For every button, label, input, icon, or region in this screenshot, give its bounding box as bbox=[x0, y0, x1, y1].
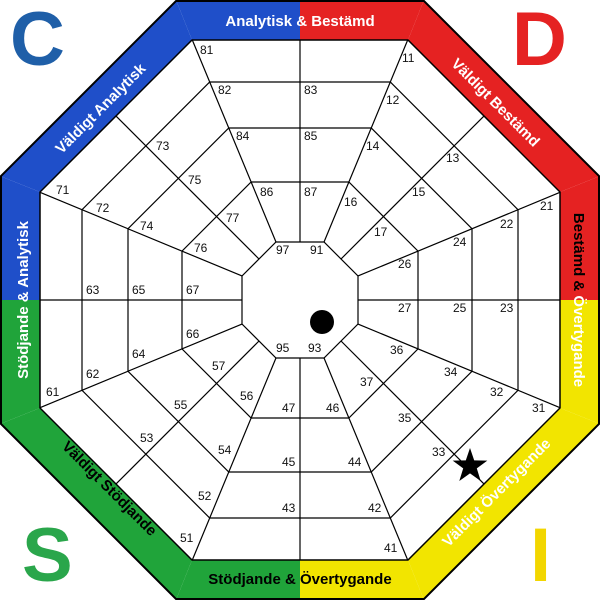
cell-57: 57 bbox=[212, 359, 226, 373]
cell-87: 87 bbox=[304, 185, 318, 199]
grid-radial-mid-3 bbox=[340, 340, 485, 485]
grid-radial-corner-0 bbox=[191, 39, 277, 243]
cell-77: 77 bbox=[226, 211, 240, 225]
cell-27: 27 bbox=[398, 301, 412, 315]
label-top: Analytisk & Bestämd bbox=[225, 13, 374, 30]
cell-85: 85 bbox=[304, 129, 318, 143]
cell-26: 26 bbox=[398, 257, 412, 271]
cell-31: 31 bbox=[532, 401, 546, 415]
cell-54: 54 bbox=[218, 443, 232, 457]
cell-82: 82 bbox=[218, 83, 232, 97]
cell-65: 65 bbox=[132, 283, 146, 297]
cell-22: 22 bbox=[500, 217, 514, 231]
border-upper-right-red bbox=[408, 0, 600, 192]
cell-73: 73 bbox=[156, 139, 170, 153]
border-left-blue bbox=[0, 176, 40, 300]
cell-81: 81 bbox=[200, 43, 214, 57]
cell-97: 97 bbox=[276, 243, 290, 257]
cell-33: 33 bbox=[432, 445, 446, 459]
border-top-blue bbox=[176, 0, 300, 40]
cell-42: 42 bbox=[368, 501, 382, 515]
label-left: Stödjande & Analytisk bbox=[15, 220, 32, 378]
cell-25: 25 bbox=[453, 301, 467, 315]
cell-36: 36 bbox=[390, 343, 404, 357]
cell-23: 23 bbox=[500, 301, 514, 315]
cell-21: 21 bbox=[540, 199, 554, 213]
cell-93: 93 bbox=[308, 341, 322, 355]
cell-16: 16 bbox=[344, 195, 358, 209]
border-bottom-yellow bbox=[300, 560, 424, 600]
cell-37: 37 bbox=[360, 375, 374, 389]
cell-53: 53 bbox=[140, 431, 154, 445]
cell-45: 45 bbox=[282, 455, 296, 469]
grid-radial-mid-1 bbox=[340, 115, 485, 260]
cell-46: 46 bbox=[326, 401, 340, 415]
cell-15: 15 bbox=[412, 185, 426, 199]
grid-radial-corner-2 bbox=[357, 191, 561, 277]
cell-64: 64 bbox=[132, 347, 146, 361]
cell-91: 91 bbox=[310, 243, 324, 257]
cell-75: 75 bbox=[188, 173, 202, 187]
border-upper-left-blue bbox=[0, 0, 192, 192]
label-bottom: Stödjande & Övertygande bbox=[208, 571, 391, 588]
grid-radial-corner-1 bbox=[323, 39, 409, 243]
cell-numbers: 11 12 13 14 15 16 17 21 22 23 24 25 26 2… bbox=[46, 43, 554, 555]
cell-76: 76 bbox=[194, 241, 208, 255]
cell-43: 43 bbox=[282, 501, 296, 515]
border-top-red bbox=[300, 0, 424, 40]
star-icon bbox=[452, 448, 488, 481]
grid-radial-corner-7 bbox=[39, 191, 243, 277]
corner-letter-i: I bbox=[530, 513, 552, 598]
border-right-red bbox=[560, 176, 600, 300]
grid-radial-mid-7 bbox=[115, 115, 260, 260]
border-right-yellow bbox=[560, 300, 600, 424]
cell-11: 11 bbox=[402, 51, 415, 65]
cell-84: 84 bbox=[236, 129, 250, 143]
cell-17: 17 bbox=[374, 225, 388, 239]
cell-51: 51 bbox=[180, 531, 194, 545]
cell-63: 63 bbox=[86, 283, 100, 297]
grid-radial-corner-6 bbox=[39, 323, 243, 409]
cell-24: 24 bbox=[453, 235, 467, 249]
corner-letter-s: S bbox=[22, 513, 73, 598]
grid-radial-corner-3 bbox=[357, 323, 561, 409]
border-bottom-green bbox=[176, 560, 300, 600]
cell-14: 14 bbox=[366, 139, 380, 153]
cell-35: 35 bbox=[398, 411, 412, 425]
cell-55: 55 bbox=[174, 398, 188, 412]
cell-74: 74 bbox=[140, 219, 154, 233]
cell-44: 44 bbox=[348, 455, 362, 469]
cell-71: 71 bbox=[56, 183, 70, 197]
cell-52: 52 bbox=[198, 489, 212, 503]
cell-95: 95 bbox=[276, 341, 290, 355]
label-right: Bestämd & Övertygande bbox=[570, 213, 587, 387]
grid-lines bbox=[39, 39, 561, 561]
cell-56: 56 bbox=[240, 389, 254, 403]
corner-letter-c: C bbox=[10, 0, 65, 82]
cell-61: 61 bbox=[46, 385, 60, 399]
corner-letter-d: D bbox=[512, 0, 567, 82]
cell-66: 66 bbox=[186, 327, 200, 341]
cell-34: 34 bbox=[444, 365, 458, 379]
border-lower-left-green bbox=[0, 408, 192, 600]
cell-83: 83 bbox=[304, 83, 318, 97]
center-dot bbox=[310, 310, 334, 334]
cell-32: 32 bbox=[490, 385, 504, 399]
cell-72: 72 bbox=[96, 201, 110, 215]
cell-12: 12 bbox=[386, 93, 400, 107]
cell-47: 47 bbox=[282, 401, 296, 415]
cell-86: 86 bbox=[260, 185, 274, 199]
border-left-green bbox=[0, 300, 40, 424]
cell-13: 13 bbox=[446, 151, 460, 165]
grid-radial-mid-5 bbox=[115, 340, 260, 485]
cell-41: 41 bbox=[384, 541, 398, 555]
cell-62: 62 bbox=[86, 367, 100, 381]
cell-67: 67 bbox=[186, 283, 200, 297]
border-lower-right-yellow bbox=[408, 408, 600, 600]
grid-radial-corner-4 bbox=[323, 357, 409, 561]
grid-radial-corner-5 bbox=[191, 357, 277, 561]
